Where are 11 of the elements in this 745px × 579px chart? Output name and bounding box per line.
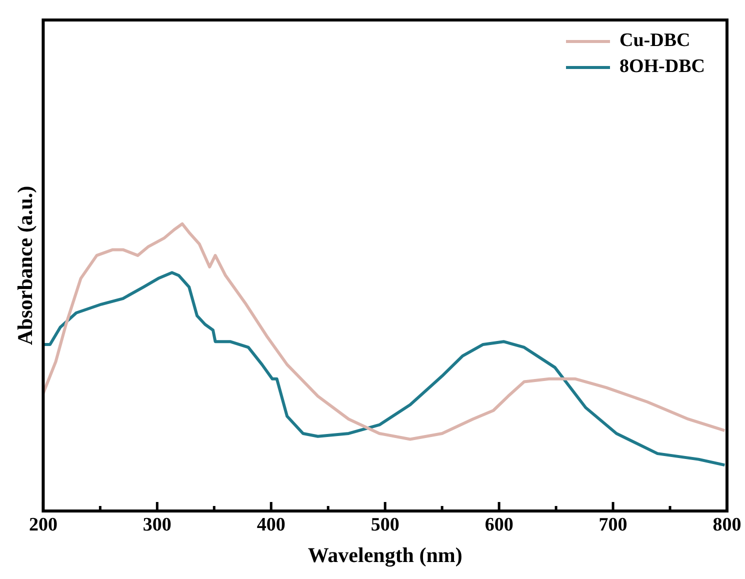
legend-label: 8OH-DBC — [620, 56, 705, 78]
x-tick-label: 500 — [370, 514, 400, 536]
x-tick-label: 700 — [598, 514, 628, 536]
x-tick-label: 200 — [28, 514, 58, 536]
x-tick-label: 800 — [712, 514, 742, 536]
x-axis-title: Wavelength (nm) — [308, 542, 462, 567]
x-tick-label: 400 — [256, 514, 286, 536]
y-axis-title: Absorbance (a.u.) — [13, 186, 38, 346]
x-tick-label: 600 — [484, 514, 514, 536]
x-tick-label: 300 — [142, 514, 172, 536]
legend-label: Cu-DBC — [620, 30, 690, 52]
